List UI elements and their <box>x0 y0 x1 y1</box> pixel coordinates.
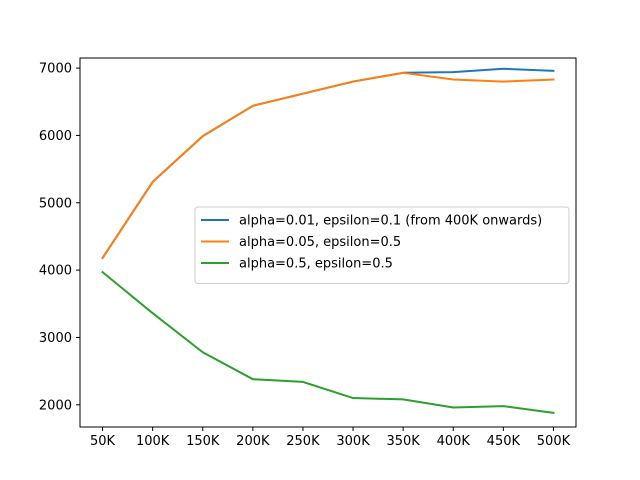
x-tick-label: 50K <box>90 434 116 449</box>
x-tick-label: 500K <box>537 434 571 449</box>
plot-frame <box>79 57 577 428</box>
y-tick-label: 5000 <box>39 196 72 211</box>
y-tick-label: 3000 <box>39 331 72 346</box>
x-tick-label: 250K <box>286 434 320 449</box>
series-layer <box>101 67 555 414</box>
axes-layer <box>79 57 577 428</box>
series-line-3 <box>101 270 555 414</box>
x-tick-label: 450K <box>487 434 521 449</box>
y-tick-label: 7000 <box>39 62 72 77</box>
legend-label-1: alpha=0.01, epsilon=0.1 (from 400K onwar… <box>239 214 542 229</box>
y-tick-label: 6000 <box>39 129 72 144</box>
x-tick-label: 400K <box>437 434 471 449</box>
x-tick-label: 350K <box>386 434 420 449</box>
x-tick-label: 100K <box>136 434 170 449</box>
legend-label-3: alpha=0.5, epsilon=0.5 <box>239 257 393 272</box>
x-tick-label: 200K <box>236 434 270 449</box>
legend-label-2: alpha=0.05, epsilon=0.5 <box>239 235 401 250</box>
y-tick-label: 4000 <box>39 264 72 279</box>
legend: alpha=0.01, epsilon=0.1 (from 400K onwar… <box>194 206 570 284</box>
x-tick-label: 150K <box>186 434 220 449</box>
series-line-2 <box>101 71 555 260</box>
legend-box <box>194 206 570 284</box>
y-tick-label: 2000 <box>39 398 72 413</box>
ticks-layer: 50K 100K 150K 200K 250K 300K 350K 400K 450K 500K 2… <box>39 62 571 449</box>
x-tick-label: 300K <box>336 434 370 449</box>
